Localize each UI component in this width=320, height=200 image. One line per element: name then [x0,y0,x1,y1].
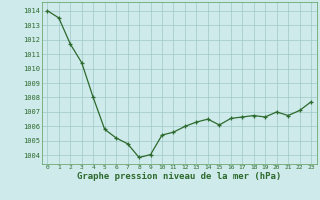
X-axis label: Graphe pression niveau de la mer (hPa): Graphe pression niveau de la mer (hPa) [77,172,281,181]
